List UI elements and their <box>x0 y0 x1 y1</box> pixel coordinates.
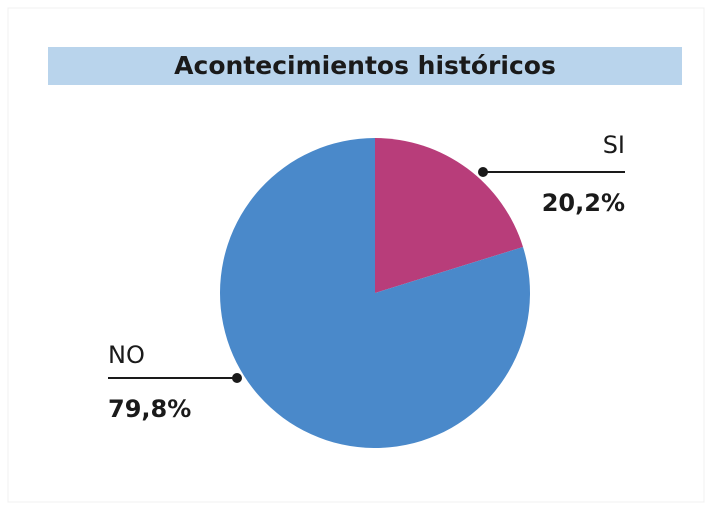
pie-slice <box>220 138 531 448</box>
leader-dot <box>478 167 488 177</box>
category-label: NO <box>108 341 145 369</box>
chart-title: Acontecimientos históricos <box>174 51 556 80</box>
pie-slice <box>375 138 524 293</box>
title-banner <box>48 47 682 85</box>
value-label: 79,8% <box>108 395 191 423</box>
value-label: 20,2% <box>542 189 625 217</box>
leader-dot <box>232 373 242 383</box>
category-label: SI <box>603 131 625 159</box>
